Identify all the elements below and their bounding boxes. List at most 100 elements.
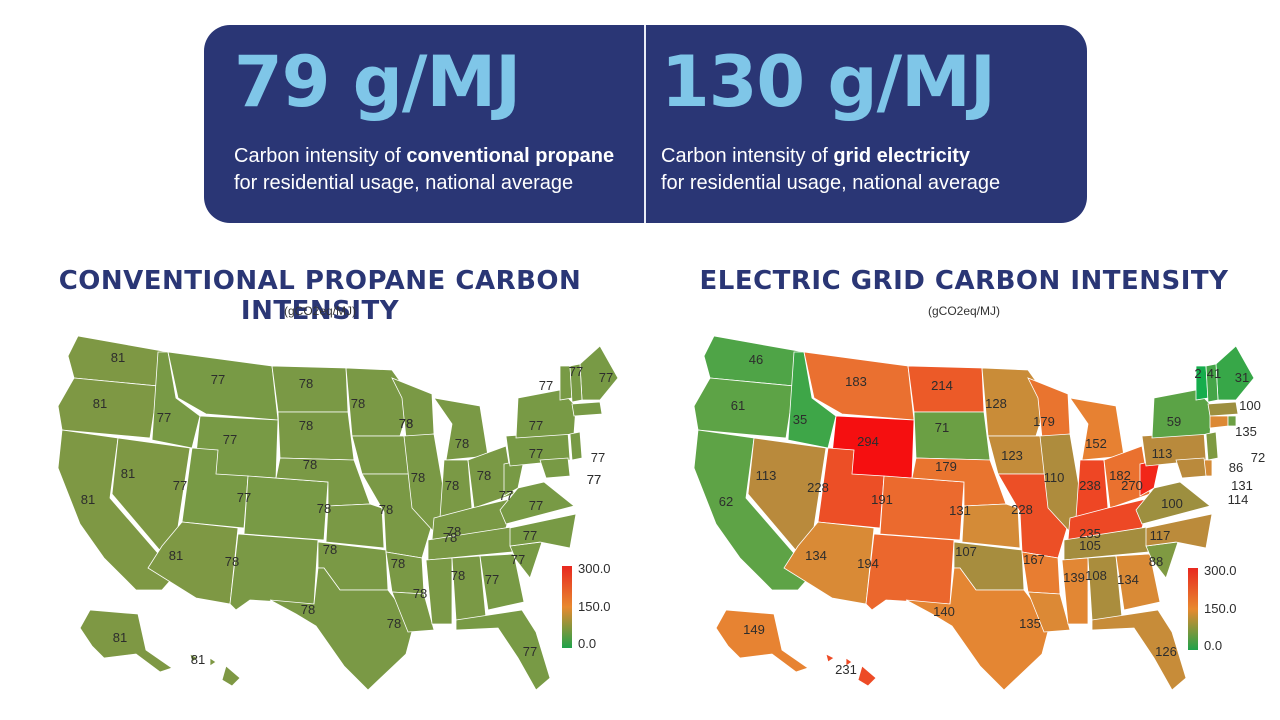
state-hi — [221, 665, 241, 687]
state-label-co: 77 — [237, 490, 251, 505]
state-label-wy: 294 — [857, 434, 879, 449]
state-nc — [1145, 513, 1213, 549]
state-hi — [845, 657, 853, 667]
state-label-md: 77 — [587, 472, 601, 487]
state-label-fl: 77 — [523, 644, 537, 659]
grid-stat-caption: Carbon intensity of grid electricity for… — [661, 143, 1081, 197]
propane-stat-value: 79 g/MJ — [234, 41, 521, 123]
state-label-ak: 149 — [743, 622, 765, 637]
state-label-ks: 131 — [949, 503, 971, 518]
state-or — [57, 377, 159, 439]
state-label-ma: 77 — [591, 450, 605, 465]
state-ny — [515, 389, 577, 439]
grid-caption-post: for residential usage, national average — [661, 172, 1001, 194]
grid-caption-pre: Carbon intensity of — [661, 145, 834, 167]
state-label-tn: 105 — [1079, 538, 1101, 553]
state-nm — [865, 533, 955, 611]
state-label-nv: 81 — [121, 466, 135, 481]
state-sd — [913, 411, 991, 461]
state-hi — [209, 657, 217, 667]
state-label-nc: 77 — [523, 528, 537, 543]
state-label-nv: 113 — [756, 468, 777, 483]
state-label-va: 100 — [1161, 496, 1183, 511]
legend-min-label: 0.0 — [1204, 638, 1222, 653]
state-label-sd: 71 — [935, 420, 949, 435]
state-label-ia: 78 — [399, 416, 413, 431]
state-label-nc: 117 — [1150, 528, 1171, 543]
grid-map: 46 61 62 113 35 183 294 228 134 191 194 214 71 179 131… — [693, 335, 1265, 691]
state-label-vt: 77 — [569, 364, 583, 379]
state-label-md: 114 — [1228, 492, 1249, 507]
state-va — [1135, 481, 1211, 525]
state-label-nd: 78 — [299, 376, 313, 391]
state-sd — [277, 411, 355, 461]
state-label-wi: 78 — [399, 416, 413, 431]
state-label-ny: 77 — [529, 418, 543, 433]
legend-mid-label: 150.0 — [578, 599, 611, 614]
state-label-nj: 86 — [1229, 460, 1243, 475]
state-label-hi: 231 — [835, 662, 857, 677]
state-labels: 8181818177777777817778787878787878787878… — [81, 350, 613, 667]
state-mi — [433, 397, 489, 461]
state-label-ky: 235 — [1079, 526, 1101, 541]
state-md — [1175, 457, 1207, 479]
state-label-ga: 77 — [485, 572, 499, 587]
state-label-mo: 228 — [1011, 502, 1033, 517]
state-label-tn: 78 — [443, 530, 457, 545]
state-label-me: 31 — [1235, 370, 1249, 385]
state-label-vt: 2 — [1194, 366, 1201, 381]
state-label-oh: 182 — [1109, 468, 1131, 483]
grid-map-unit: (gCO2eq/MJ) — [927, 304, 1001, 318]
state-ri — [1227, 415, 1237, 427]
state-va — [499, 481, 575, 525]
state-label-id: 77 — [157, 410, 171, 425]
state-label-nj: 77 — [587, 472, 601, 487]
state-fl — [1091, 609, 1187, 691]
state-label-az: 134 — [805, 548, 827, 563]
state-az — [147, 521, 239, 605]
state-ks — [961, 503, 1021, 549]
state-label-or: 61 — [731, 398, 745, 413]
state-label-pa: 77 — [529, 446, 543, 461]
state-label-id: 35 — [793, 412, 807, 427]
state-label-fl: 126 — [1155, 644, 1177, 659]
state-ga — [1115, 553, 1161, 611]
state-label-sc: 77 — [511, 552, 525, 567]
state-labels: 46 61 62 113 35 183 294 228 134 191 194 214 71 179 131… — [719, 352, 1265, 677]
propane-caption-post: for residential usage, national average — [234, 172, 574, 194]
state-or — [693, 377, 795, 439]
state-az — [783, 521, 875, 605]
state-label-ri: 72 — [1251, 450, 1265, 465]
state-label-al: 78 — [451, 568, 465, 583]
state-al — [451, 555, 487, 621]
state-tx — [905, 567, 1051, 691]
state-label-mi: 152 — [1085, 436, 1107, 451]
state-mi — [1069, 397, 1125, 461]
state-label-me: 77 — [599, 370, 613, 385]
legend-max-label: 300.0 — [578, 561, 611, 576]
propane-caption-pre: Carbon intensity of — [234, 145, 407, 167]
state-label-ut: 228 — [807, 480, 829, 495]
state-ma — [571, 401, 603, 417]
propane-stat: 79 g/MJ Carbon intensity of conventional… — [234, 25, 654, 223]
legend-mid-label: 150.0 — [1204, 601, 1237, 616]
state-label-ga: 134 — [1117, 572, 1139, 587]
legend-bar — [562, 566, 572, 648]
state-hi — [857, 665, 877, 687]
color-legend: 300.0 150.0 0.0 — [1188, 563, 1237, 653]
propane-stat-caption: Carbon intensity of conventional propane… — [234, 143, 654, 197]
state-ms — [1061, 557, 1089, 625]
state-label-mo: 78 — [379, 502, 393, 517]
state-tn — [1063, 525, 1155, 561]
propane-map-unit: (gCO2eq/MJ) — [283, 304, 357, 318]
state-tn — [427, 525, 519, 561]
grid-caption-bold: grid electricity — [833, 145, 971, 167]
state-label-ca: 81 — [81, 492, 95, 507]
state-ak — [715, 609, 809, 673]
state-label-wa: 81 — [111, 350, 125, 365]
states-layer — [693, 335, 1255, 691]
grid-stat-value: 130 g/MJ — [661, 41, 996, 123]
grid-map-title: ELECTRIC GRID CARBON INTENSITY — [699, 266, 1229, 296]
state-label-il: 110 — [1044, 470, 1065, 485]
propane-caption-bold: conventional propane — [406, 145, 615, 167]
